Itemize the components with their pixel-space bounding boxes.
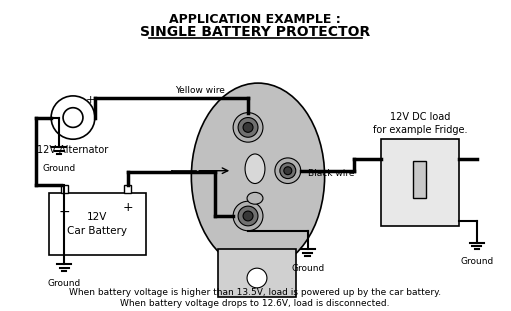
Text: +: + [123,201,133,214]
Circle shape [275,158,301,183]
Text: Yellow wire: Yellow wire [175,86,225,95]
Text: Ground: Ground [291,264,324,273]
Bar [61,185,67,193]
Text: +: + [86,95,96,105]
Text: When battery voltage is higher than 13.5V, load is powered up by the car battery: When battery voltage is higher than 13.5… [69,288,441,297]
Text: 12V
Car Battery: 12V Car Battery [67,212,127,236]
Text: −: − [58,205,70,219]
Text: Ground: Ground [48,279,81,288]
Text: SINGLE BATTERY PROTECTOR: SINGLE BATTERY PROTECTOR [140,25,370,39]
Circle shape [243,123,253,132]
Circle shape [247,268,267,288]
Ellipse shape [245,154,265,183]
Text: Black wire: Black wire [308,169,354,178]
Ellipse shape [247,193,263,204]
Bar [49,193,146,255]
Circle shape [238,118,258,137]
Bar [381,139,459,226]
Bar [124,185,131,193]
Circle shape [243,211,253,221]
Text: When battery voltage drops to 12.6V, load is disconnected.: When battery voltage drops to 12.6V, loa… [120,299,390,308]
Circle shape [233,201,263,231]
Text: Ground: Ground [460,257,494,266]
Bar [218,249,296,297]
Circle shape [233,113,263,142]
Circle shape [280,163,296,179]
Bar [413,161,426,198]
Text: 12V Alternator: 12V Alternator [37,145,109,155]
Text: 12V DC load
for example Fridge.: 12V DC load for example Fridge. [373,112,468,135]
Ellipse shape [191,83,324,270]
Circle shape [284,167,292,175]
Circle shape [238,206,258,226]
Text: APPLICATION EXAMPLE :: APPLICATION EXAMPLE : [169,13,341,26]
Text: Ground: Ground [42,164,76,173]
